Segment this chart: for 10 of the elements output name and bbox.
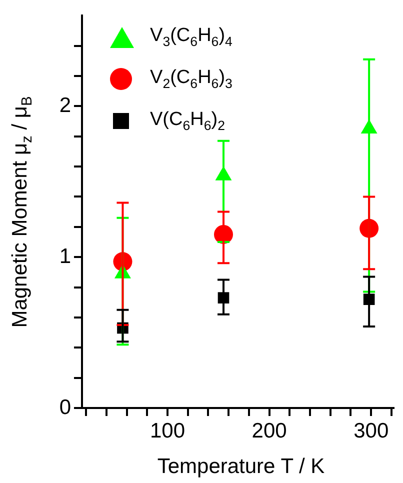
x-tick-label: 300: [354, 419, 389, 442]
y-tick-label: 1: [59, 244, 71, 268]
x-tick-label: 200: [252, 419, 287, 442]
legend-label: V$_{2}$(C$_{6}$H$_{6}$)$_{3}$: [150, 67, 232, 91]
x-tick-label: 100: [150, 419, 186, 442]
y-tick-label: 2: [59, 94, 71, 117]
x-axis-title: Temperature T / K: [156, 455, 326, 479]
legend-label: V$_{3}$(C$_{6}$H$_{6}$)$_{4}$: [150, 25, 232, 49]
y-tick-label: 0: [59, 396, 71, 419]
legend-label: V(C$_{6}$H$_{6}$)$_{2}$: [150, 109, 226, 133]
